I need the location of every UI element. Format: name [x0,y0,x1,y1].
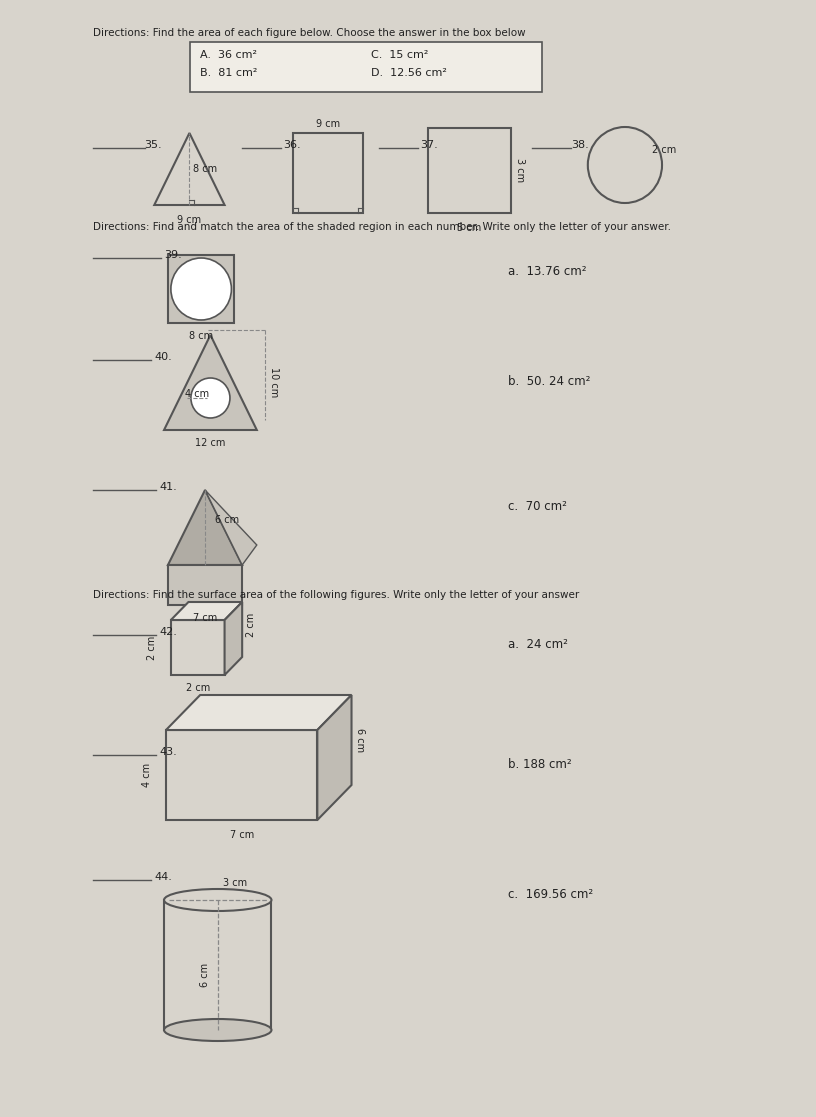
Text: 37.: 37. [420,140,437,150]
Text: 3 cm: 3 cm [223,878,246,888]
Bar [168,565,242,605]
Text: 9 cm: 9 cm [177,214,202,225]
Text: 9 cm: 9 cm [316,120,340,128]
Bar [293,133,363,213]
Bar [166,731,317,820]
Text: 12 cm: 12 cm [195,438,225,448]
Text: 36.: 36. [283,140,301,150]
Text: D.  12.56 cm²: D. 12.56 cm² [371,68,447,78]
Polygon shape [205,490,257,565]
Text: 6 cm: 6 cm [356,728,366,752]
Text: 10 cm: 10 cm [268,367,278,398]
Text: 44.: 44. [154,872,172,882]
Text: 8 cm: 8 cm [193,164,217,174]
Polygon shape [171,602,242,620]
Polygon shape [168,490,242,565]
Polygon shape [224,602,242,675]
Circle shape [191,378,230,418]
Text: a.  24 cm²: a. 24 cm² [508,638,568,651]
Text: Directions: Find the surface area of the following figures. Write only the lette: Directions: Find the surface area of the… [93,590,579,600]
Text: 4 cm: 4 cm [184,389,209,399]
Polygon shape [164,335,257,430]
Text: 41.: 41. [159,483,177,491]
Polygon shape [317,695,352,820]
Bar [190,42,542,92]
Bar [428,128,511,213]
Text: 4 cm: 4 cm [142,763,153,787]
Text: 40.: 40. [154,352,172,362]
Text: b.  50. 24 cm²: b. 50. 24 cm² [508,375,590,388]
Text: 42.: 42. [159,627,177,637]
Text: c.  169.56 cm²: c. 169.56 cm² [508,888,593,901]
Text: 35.: 35. [144,140,162,150]
Text: 7 cm: 7 cm [193,613,217,623]
Text: 7 cm: 7 cm [229,830,254,840]
Text: 2 cm: 2 cm [147,636,157,660]
Text: 6 cm: 6 cm [200,963,210,987]
Text: a.  13.76 cm²: a. 13.76 cm² [508,265,586,278]
Text: C.  15 cm²: C. 15 cm² [371,50,428,60]
Ellipse shape [164,889,272,911]
Text: Directions: Find the area of each figure below. Choose the answer in the box bel: Directions: Find the area of each figure… [93,28,526,38]
Text: 8 cm: 8 cm [189,331,213,341]
Text: 3 cm: 3 cm [515,159,525,182]
Text: 2 cm: 2 cm [246,612,256,637]
Text: 5 cm: 5 cm [457,223,481,233]
Text: 2 cm: 2 cm [185,682,210,693]
Text: 6 cm: 6 cm [215,515,239,525]
Bar [171,620,224,675]
Circle shape [171,258,232,319]
Polygon shape [166,695,352,731]
Bar [168,255,234,323]
Text: 43.: 43. [159,747,177,757]
Text: b. 188 cm²: b. 188 cm² [508,758,571,771]
Text: Directions: Find and match the area of the shaded region in each number. Write o: Directions: Find and match the area of t… [93,222,671,232]
Text: 2 cm: 2 cm [652,145,676,155]
Ellipse shape [164,1019,272,1041]
Bar [164,900,272,1030]
Text: 39.: 39. [164,250,182,260]
Text: 38.: 38. [571,140,589,150]
Text: c.  70 cm²: c. 70 cm² [508,500,566,513]
Text: A.  36 cm²: A. 36 cm² [200,50,257,60]
Text: B.  81 cm²: B. 81 cm² [200,68,258,78]
